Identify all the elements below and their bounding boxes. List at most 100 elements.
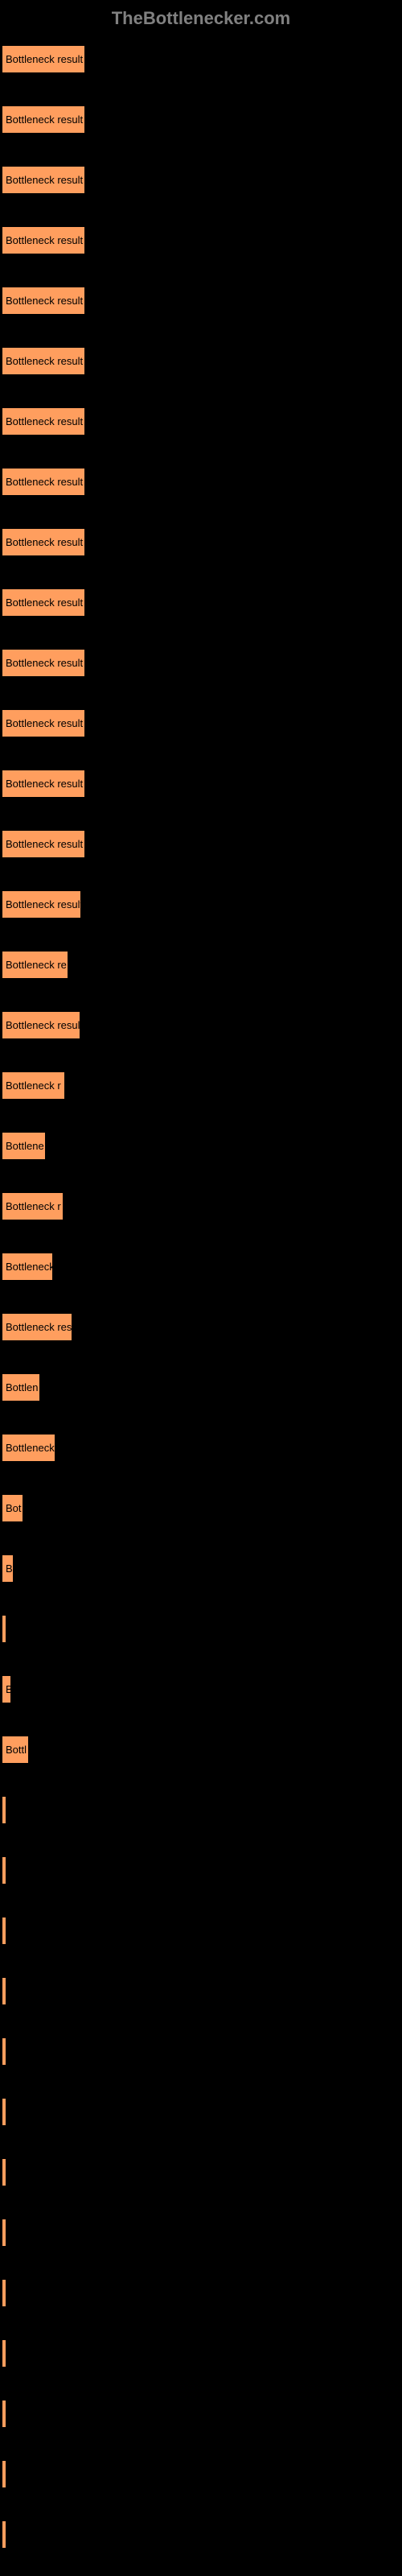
bar: Bottleneck r [2,1192,64,1220]
bar-label: Bottleneck result [6,234,83,246]
bar-label: Bottleneck result [6,778,83,790]
bar [2,2037,6,2066]
bar-row [2,2158,402,2186]
bar-label: Bottleneck result [6,53,83,65]
bar: Bottlen [2,1373,40,1402]
bar: Bottleneck result [2,528,85,556]
bar-row: Bottleneck result [2,649,402,677]
bar-row: Bottleneck result [2,45,402,73]
bar-row: B [2,1675,402,1703]
bar-label: Bottleneck result [6,415,83,427]
bar-row [2,1856,402,1885]
bar-label: Bottleneck [6,1442,55,1454]
page-header: TheBottlenecker.com [0,0,402,45]
bar: Bottleneck result [2,347,85,375]
bar-row [2,2460,402,2488]
bar-row [2,2520,402,2549]
bar-label: Bottleneck r [6,1200,61,1212]
bar-row: Bottleneck result [2,588,402,617]
bar-row: Bottleneck result [2,890,402,919]
bar-row: Bottleneck result [2,226,402,254]
bar-label: Bottlene [6,1140,44,1152]
bar: Bottleneck re [2,951,68,979]
bar: Bottleneck result [2,770,85,798]
bar: Bottleneck result [2,45,85,73]
bar: B [2,1554,14,1583]
bar-row: Bottleneck [2,1434,402,1462]
bar-label: Bottleneck result [6,476,83,488]
bar [2,1615,6,1643]
bar: Bottleneck result [2,407,85,436]
bar: Bottl [2,1736,29,1764]
bar-row: Bottleneck result [2,166,402,194]
bar-label: Bottleneck result [6,597,83,609]
bar-label: Bottl [6,1744,27,1756]
bar-row [2,1917,402,1945]
bar-row [2,2339,402,2368]
bar-label: Bottleneck result [6,838,83,850]
bar-label: B [6,1563,13,1575]
bar-row: Bottleneck result [2,1011,402,1039]
bar-label: Bot [6,1502,22,1514]
bar-label: Bottleneck result [6,657,83,669]
bar-label: Bottlen [6,1381,38,1393]
bar-label: Bottleneck result [6,355,83,367]
bar-row: B [2,1554,402,1583]
bar [2,2460,6,2488]
bar-row [2,1615,402,1643]
bar [2,2219,6,2247]
bar: Bottleneck [2,1434,55,1462]
bar: Bottleneck result [2,588,85,617]
bar: Bottleneck result [2,830,85,858]
bar: Bottleneck result [2,649,85,677]
bar-row: Bottleneck re [2,951,402,979]
bar-row: Bot [2,1494,402,1522]
bar-row: Bottleneck result [2,287,402,315]
bar [2,1977,6,2005]
bar-row: Bottleneck result [2,347,402,375]
bar [2,2520,6,2549]
bar-row: Bottlen [2,1373,402,1402]
bar: Bottleneck result [2,166,85,194]
bar-label: Bottleneck r [6,1080,61,1092]
bar-row [2,1796,402,1824]
bar [2,2279,6,2307]
bar: Bottleneck res [2,1313,72,1341]
site-name: TheBottlenecker.com [112,8,291,28]
bar: Bottleneck r [2,1071,65,1100]
bar-label: Bottleneck result [6,174,83,186]
bar-label: Bottleneck result [6,114,83,126]
bar: Bottleneck result [2,1011,80,1039]
bar-row: Bottleneck result [2,407,402,436]
bar [2,1796,6,1824]
bar: Bottlene [2,1132,46,1160]
bar [2,2400,6,2428]
bar: Bottleneck result [2,468,85,496]
bar-row: Bottl [2,1736,402,1764]
bar-label: B [6,1683,11,1695]
bar-row: Bottleneck r [2,1071,402,1100]
bar-label: Bottleneck [6,1261,53,1273]
bar-row: Bottleneck result [2,528,402,556]
bar-row [2,2098,402,2126]
bar: Bottleneck result [2,226,85,254]
bar-row: Bottlene [2,1132,402,1160]
bar-label: Bottleneck result [6,295,83,307]
bar: Bottleneck result [2,287,85,315]
bar-row: Bottleneck res [2,1313,402,1341]
bar [2,2158,6,2186]
bar: Bottleneck result [2,890,81,919]
bar: Bot [2,1494,23,1522]
bar-label: Bottleneck re [6,959,67,971]
bar: Bottleneck result [2,105,85,134]
bar-row [2,1977,402,2005]
bar-row: Bottleneck result [2,468,402,496]
bar: B [2,1675,11,1703]
bar: Bottleneck [2,1253,53,1281]
bar-row: Bottleneck result [2,105,402,134]
bar-row: Bottleneck result [2,709,402,737]
bar-label: Bottleneck result [6,1019,80,1031]
bar [2,1917,6,1945]
bar-label: Bottleneck result [6,536,83,548]
bar-label: Bottleneck result [6,898,81,910]
